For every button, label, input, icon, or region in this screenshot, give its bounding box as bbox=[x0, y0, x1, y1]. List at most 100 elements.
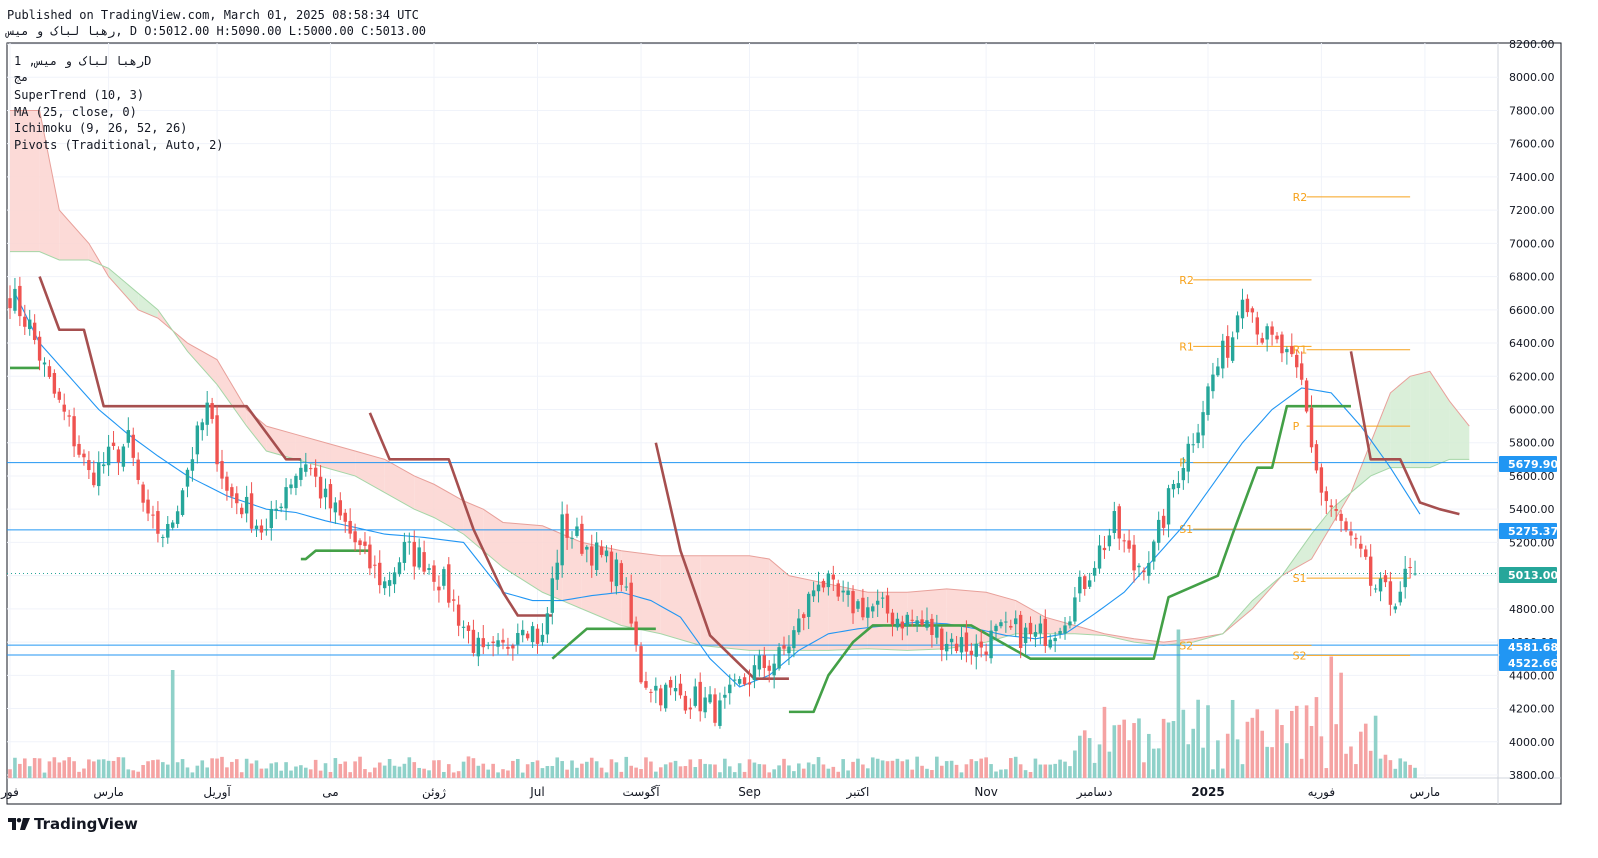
candle-body bbox=[683, 695, 688, 711]
candle-body bbox=[875, 600, 880, 605]
candle-body bbox=[254, 525, 259, 530]
volume-bar bbox=[1186, 744, 1191, 778]
volume-bar bbox=[925, 768, 929, 778]
volume-bar bbox=[767, 772, 772, 778]
volume-bar bbox=[639, 769, 643, 778]
volume-bar bbox=[797, 763, 801, 778]
price-badge bbox=[1499, 456, 1557, 472]
volume-bar bbox=[841, 759, 845, 778]
candle-body bbox=[1235, 315, 1240, 333]
volume-bar bbox=[377, 762, 382, 778]
moving-average bbox=[14, 292, 1421, 688]
supertrend-segment bbox=[368, 412, 553, 617]
cloud-segment bbox=[59, 210, 89, 260]
volume-bar bbox=[358, 756, 362, 778]
candle-body bbox=[742, 677, 747, 685]
candle-body bbox=[560, 514, 564, 566]
candle-body bbox=[585, 546, 589, 550]
legend-pivots[interactable]: Pivots (Traditional, Auto, 2) bbox=[14, 138, 224, 152]
legend-symbol[interactable]: رهبا لباک و میس, 1D bbox=[14, 54, 151, 69]
volume-bar bbox=[1398, 758, 1403, 778]
volume-bar bbox=[77, 771, 81, 778]
volume-bar bbox=[836, 771, 841, 778]
volume-bar bbox=[1063, 761, 1067, 778]
volume-bar bbox=[880, 760, 885, 778]
volume-bar bbox=[1309, 725, 1314, 778]
cloud-segment bbox=[295, 434, 326, 468]
volume-bar bbox=[1137, 718, 1141, 778]
candle-body bbox=[590, 546, 594, 566]
volume-bar bbox=[1354, 764, 1358, 778]
candle-body bbox=[294, 475, 298, 488]
volume-bar bbox=[259, 768, 264, 778]
candle-body bbox=[269, 508, 273, 529]
candle-body bbox=[1196, 432, 1200, 444]
candle-body bbox=[693, 686, 697, 706]
candle-body bbox=[1299, 363, 1304, 380]
candle-body bbox=[72, 416, 76, 447]
candle-body bbox=[1127, 540, 1131, 549]
volume-bar bbox=[451, 772, 456, 778]
price-axis[interactable]: 3800.004000.004200.004400.004600.004800.… bbox=[1509, 38, 1555, 782]
candle-body bbox=[1393, 606, 1398, 610]
legend-ma[interactable]: MA (25, close, 0) bbox=[14, 105, 137, 119]
candle-body bbox=[530, 626, 535, 643]
legend-ichimoku[interactable]: Ichimoku (9, 26, 52, 26) bbox=[14, 121, 187, 135]
candle-body bbox=[831, 574, 836, 580]
candle-body bbox=[895, 618, 900, 628]
candle-body bbox=[1073, 597, 1077, 622]
volume-bar bbox=[501, 769, 505, 778]
volume-bar bbox=[195, 765, 200, 778]
volume-bar bbox=[1368, 750, 1373, 778]
time-tick-label: Jul bbox=[529, 785, 544, 799]
volume-bar bbox=[949, 760, 954, 778]
candle-body bbox=[1087, 580, 1092, 587]
candle-body bbox=[599, 546, 604, 555]
volume-bar bbox=[382, 765, 387, 778]
volume-bar bbox=[935, 756, 939, 778]
price-tick-label: 6800.00 bbox=[1509, 271, 1555, 284]
candle-body bbox=[471, 629, 476, 653]
volume-bar bbox=[599, 767, 604, 778]
volume-bar bbox=[456, 771, 461, 778]
candle-body bbox=[1373, 588, 1378, 590]
candle-body bbox=[614, 559, 619, 587]
volume-bar bbox=[318, 770, 323, 778]
price-badges: 5679.90 5275.37 5013.00 4581.68 4522.66 bbox=[1499, 456, 1558, 671]
volume-bar bbox=[1073, 750, 1077, 778]
volume-bar bbox=[244, 758, 249, 778]
volume-bar bbox=[116, 757, 121, 778]
volume-bar bbox=[757, 764, 762, 778]
volume-bar bbox=[777, 765, 781, 778]
volume-bar bbox=[422, 768, 426, 778]
legend-supertrend[interactable]: SuperTrend (10, 3) bbox=[14, 88, 144, 102]
price-badge bbox=[1499, 523, 1557, 539]
time-axis[interactable]: فور مارس آوریل می ژوئن Jul آگوست Sep اکتبر Nov دسا… bbox=[0, 784, 1440, 800]
volume-bar bbox=[683, 766, 688, 778]
candle-body bbox=[1142, 570, 1146, 573]
volume-bar bbox=[491, 763, 495, 778]
volume-bar bbox=[397, 766, 402, 778]
cloud-segment bbox=[483, 509, 503, 568]
volume-bar bbox=[481, 763, 486, 778]
volume-bar bbox=[32, 758, 37, 778]
candle-body bbox=[1018, 614, 1023, 648]
volume-bar bbox=[412, 762, 417, 778]
volume-bar bbox=[831, 766, 836, 778]
candle-body bbox=[476, 637, 481, 657]
time-tick-label: 2025 bbox=[1191, 785, 1224, 799]
volume-bar bbox=[57, 762, 62, 778]
candle-body bbox=[1083, 576, 1087, 590]
volume-bar bbox=[1211, 769, 1215, 778]
tradingview-logo[interactable]: TradingView bbox=[8, 815, 138, 833]
candle-body bbox=[940, 628, 944, 651]
candle-body bbox=[1314, 444, 1319, 471]
ichimoku-cloud bbox=[10, 109, 1470, 651]
price-tick-label: 6400.00 bbox=[1509, 337, 1555, 350]
volume-bar bbox=[895, 758, 900, 778]
volume-bar bbox=[1270, 747, 1274, 778]
cloud-segment bbox=[1449, 401, 1470, 460]
price-badge-label: 5275.37 bbox=[1508, 525, 1558, 538]
candle-body bbox=[37, 336, 42, 361]
